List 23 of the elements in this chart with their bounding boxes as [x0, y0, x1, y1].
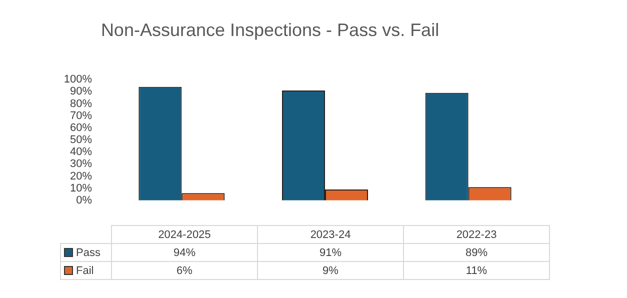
y-tick-label: 40% [70, 146, 92, 158]
y-tick-label: 60% [70, 122, 92, 134]
y-tick-label: 30% [70, 158, 92, 170]
chart-title: Non-Assurance Inspections - Pass vs. Fail [100, 20, 440, 40]
data-label: 89% [404, 244, 550, 262]
data-label: 9% [258, 262, 404, 280]
x-tick-label: 2022-23 [404, 226, 550, 244]
y-tick-label: 90% [70, 86, 92, 98]
y-tick-label: 100% [64, 74, 92, 86]
data-label: 94% [112, 244, 258, 262]
y-tick-label: 80% [70, 98, 92, 110]
y-tick-label: 20% [70, 170, 92, 182]
x-tick-label: 2023-24 [258, 226, 404, 244]
y-tick-label: 10% [70, 182, 92, 194]
y-tick-label: 70% [70, 110, 92, 122]
data-label: 6% [112, 262, 258, 280]
y-tick-label: 0% [76, 194, 92, 206]
data-label: 91% [258, 244, 404, 262]
legend-label: Pass [60, 244, 112, 262]
data-label: 11% [404, 262, 550, 280]
legend-label: Fail [60, 262, 112, 280]
x-tick-label: 2024-2025 [112, 226, 258, 244]
y-tick-label: 50% [70, 134, 92, 146]
